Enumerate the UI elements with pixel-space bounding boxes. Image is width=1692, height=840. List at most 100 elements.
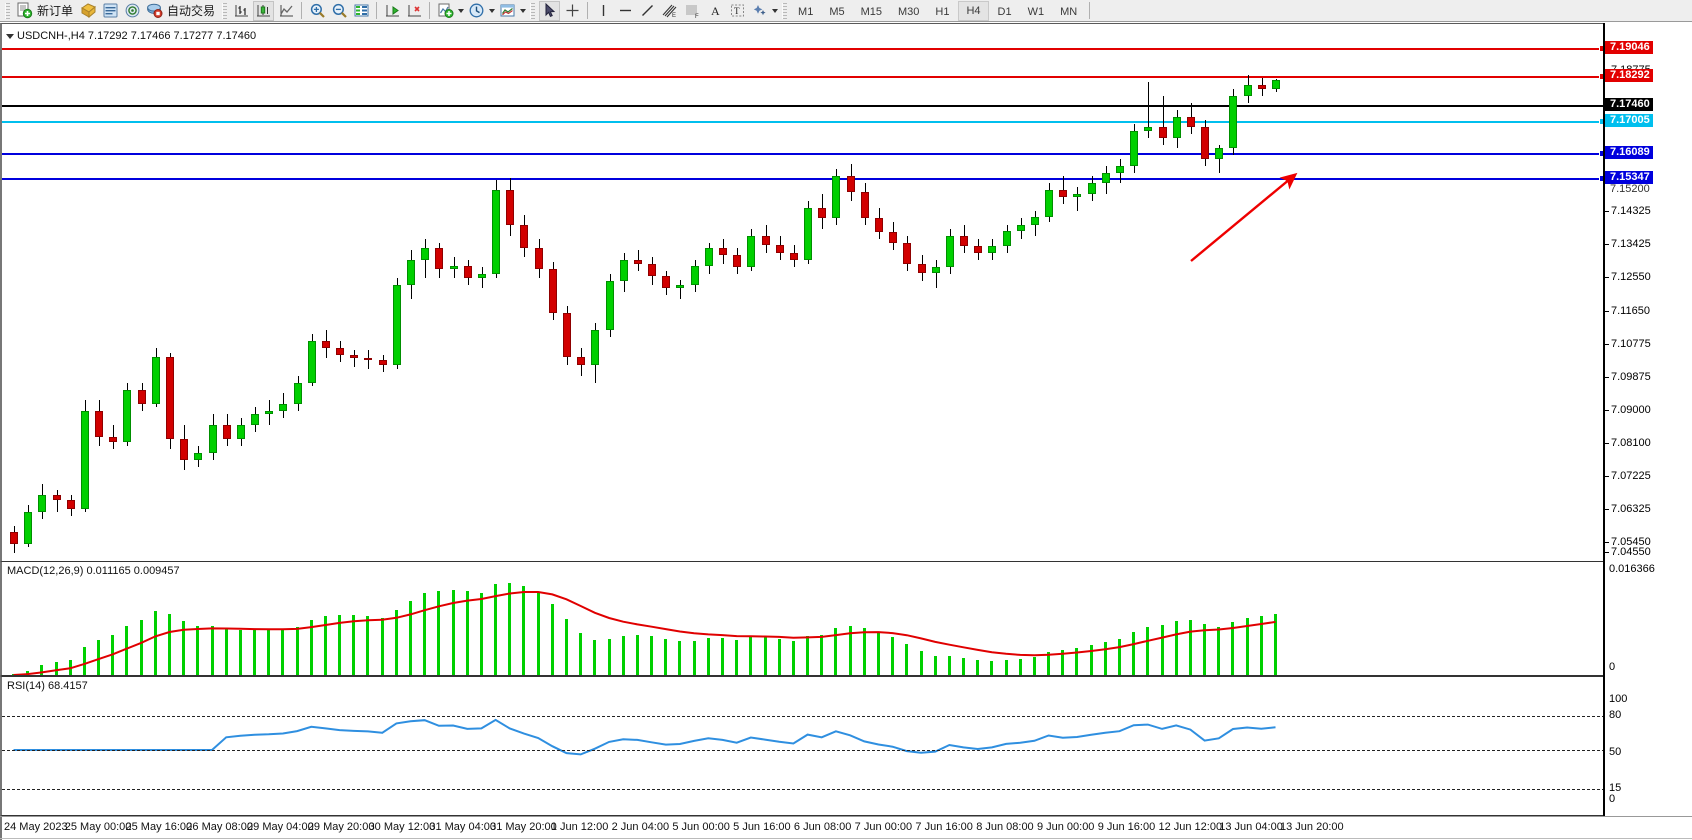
toolbar-grip-4[interactable] xyxy=(782,2,788,19)
candlestick-chart-icon[interactable] xyxy=(253,0,275,21)
candle-body xyxy=(38,494,46,512)
price-pane[interactable]: USDCNH-,H4 7.17292 7.17466 7.17277 7.174… xyxy=(0,23,1603,561)
price-tag[interactable]: 7.16089 xyxy=(1605,146,1653,159)
candle-body xyxy=(1130,130,1138,166)
zoom-out-icon[interactable] xyxy=(329,1,349,21)
macd-histogram-bar xyxy=(40,665,43,675)
candle-body xyxy=(733,255,741,268)
toolbar-grip[interactable] xyxy=(5,2,10,19)
rsi-pane[interactable]: RSI(14) 68.4157 xyxy=(0,676,1603,816)
candle-body xyxy=(393,284,401,366)
text-icon[interactable]: T xyxy=(727,1,747,21)
macd-histogram-bar xyxy=(1005,660,1008,675)
macd-histogram-bar xyxy=(1033,657,1036,675)
macd-histogram-bar xyxy=(452,589,455,675)
toolbar-grip-3[interactable] xyxy=(530,2,536,19)
candle-body xyxy=(1201,127,1209,159)
timeframe-h1[interactable]: H1 xyxy=(935,5,950,18)
macd-histogram-bar xyxy=(636,635,639,675)
vertical-line-icon[interactable] xyxy=(593,1,613,21)
indicators-icon[interactable] xyxy=(435,1,455,21)
price-tick: 7.13425 xyxy=(1605,238,1651,250)
navigator-icon[interactable] xyxy=(122,1,142,21)
candle-body xyxy=(606,281,614,331)
autotrading-icon[interactable] xyxy=(144,1,164,21)
trendline-icon[interactable] xyxy=(637,1,657,21)
timeframe-m5[interactable]: M5 xyxy=(829,5,845,18)
chart-shift-icon[interactable] xyxy=(404,1,424,21)
time-axis: 24 May 2023 25 May 00:00 25 May 16:00 26 Ma… xyxy=(0,816,1692,840)
level-handle[interactable] xyxy=(1599,73,1603,80)
cursor-icon[interactable] xyxy=(539,0,561,21)
bar-chart-icon[interactable] xyxy=(231,1,251,21)
macd-histogram-bar xyxy=(622,636,625,675)
templates-dropdown-caret[interactable] xyxy=(518,1,527,21)
timeframe-m30[interactable]: M30 xyxy=(898,5,920,18)
chart-area: USDCNH-,H4 7.17292 7.17466 7.17277 7.174… xyxy=(0,23,1692,840)
horizontal-line-icon[interactable] xyxy=(615,1,635,21)
price-tag[interactable]: 7.17460 xyxy=(1605,98,1653,111)
macd-pane[interactable]: MACD(12,26,9) 0.011165 0.009457 xyxy=(0,561,1603,676)
price-scale[interactable]: 7.187757.178757.143257.134257.125507.116… xyxy=(1603,23,1692,574)
indicators-dropdown-caret[interactable] xyxy=(456,1,465,21)
level-handle[interactable] xyxy=(1599,118,1603,125)
shapes-dropdown-caret[interactable] xyxy=(770,1,779,21)
price-tag[interactable]: 7.15347 xyxy=(1605,171,1653,184)
macd-histogram-bar xyxy=(735,639,738,675)
candle-body xyxy=(634,260,642,264)
toolbar-grip-2[interactable] xyxy=(222,2,228,19)
price-tick: 7.08100 xyxy=(1605,437,1651,449)
autotrading-label[interactable]: 自动交易 xyxy=(167,4,216,18)
crosshair-icon[interactable] xyxy=(562,1,582,21)
macd-signal-path xyxy=(13,591,1276,675)
new-order-label[interactable]: 新订单 xyxy=(37,4,74,18)
level-handle[interactable] xyxy=(1599,150,1603,157)
macd-histogram-bar xyxy=(693,640,696,675)
rsi-level-line xyxy=(2,750,1603,751)
text-label-icon[interactable]: A xyxy=(705,1,725,21)
candle-body xyxy=(946,235,954,268)
candle-body xyxy=(535,248,543,270)
macd-scale: 0.016366 0 xyxy=(1603,561,1692,676)
macd-histogram-bar xyxy=(196,625,199,675)
timeframe-h4[interactable]: H4 xyxy=(958,0,989,21)
equidistant-channel-icon[interactable]: E xyxy=(659,1,680,21)
level-handle[interactable] xyxy=(1599,45,1603,52)
candle-body xyxy=(1017,225,1025,231)
candle-body xyxy=(747,235,755,268)
chart-grid-icon[interactable] xyxy=(351,1,371,21)
period-dropdown-caret[interactable] xyxy=(487,1,496,21)
time-axis-label: 13 Jun 20:00 xyxy=(1280,821,1344,833)
line-chart-icon[interactable] xyxy=(276,1,296,21)
price-tag[interactable]: 7.19046 xyxy=(1605,41,1653,54)
candle-body xyxy=(464,265,472,278)
templates-icon[interactable] xyxy=(497,1,517,21)
expert-advisors-icon[interactable] xyxy=(78,1,98,21)
data-window-icon[interactable] xyxy=(100,1,120,21)
price-tag[interactable]: 7.17005 xyxy=(1605,114,1653,127)
zoom-in-icon[interactable] xyxy=(307,1,327,21)
time-axis-label: 6 Jun 08:00 xyxy=(793,821,852,833)
timeframe-d1[interactable]: D1 xyxy=(997,5,1012,18)
candle-body xyxy=(1031,216,1039,226)
timeframe-m15[interactable]: M15 xyxy=(860,5,882,18)
macd-histogram-bar xyxy=(1217,626,1220,675)
price-tick: 7.10775 xyxy=(1605,338,1651,350)
period-clock-icon[interactable] xyxy=(466,1,486,21)
rsi-scale: 100 80 50 15 0 xyxy=(1603,676,1692,816)
macd-histogram-bar xyxy=(565,619,568,675)
level-handle[interactable] xyxy=(1599,175,1603,182)
timeframe-m1[interactable]: M1 xyxy=(798,5,814,18)
candle-wick xyxy=(1219,144,1220,173)
macd-histogram-bar xyxy=(154,610,157,675)
candle-body xyxy=(1144,127,1152,131)
timeframe-mn[interactable]: MN xyxy=(1060,5,1078,18)
candle-body xyxy=(1187,116,1195,128)
auto-scroll-icon[interactable] xyxy=(382,1,402,21)
new-order-icon[interactable] xyxy=(14,1,34,21)
shapes-icon[interactable] xyxy=(749,1,769,21)
collapse-triangle-icon[interactable] xyxy=(6,33,14,39)
fibonacci-icon[interactable]: F xyxy=(682,1,703,21)
price-tag[interactable]: 7.18292 xyxy=(1605,69,1653,82)
timeframe-w1[interactable]: W1 xyxy=(1027,5,1045,18)
